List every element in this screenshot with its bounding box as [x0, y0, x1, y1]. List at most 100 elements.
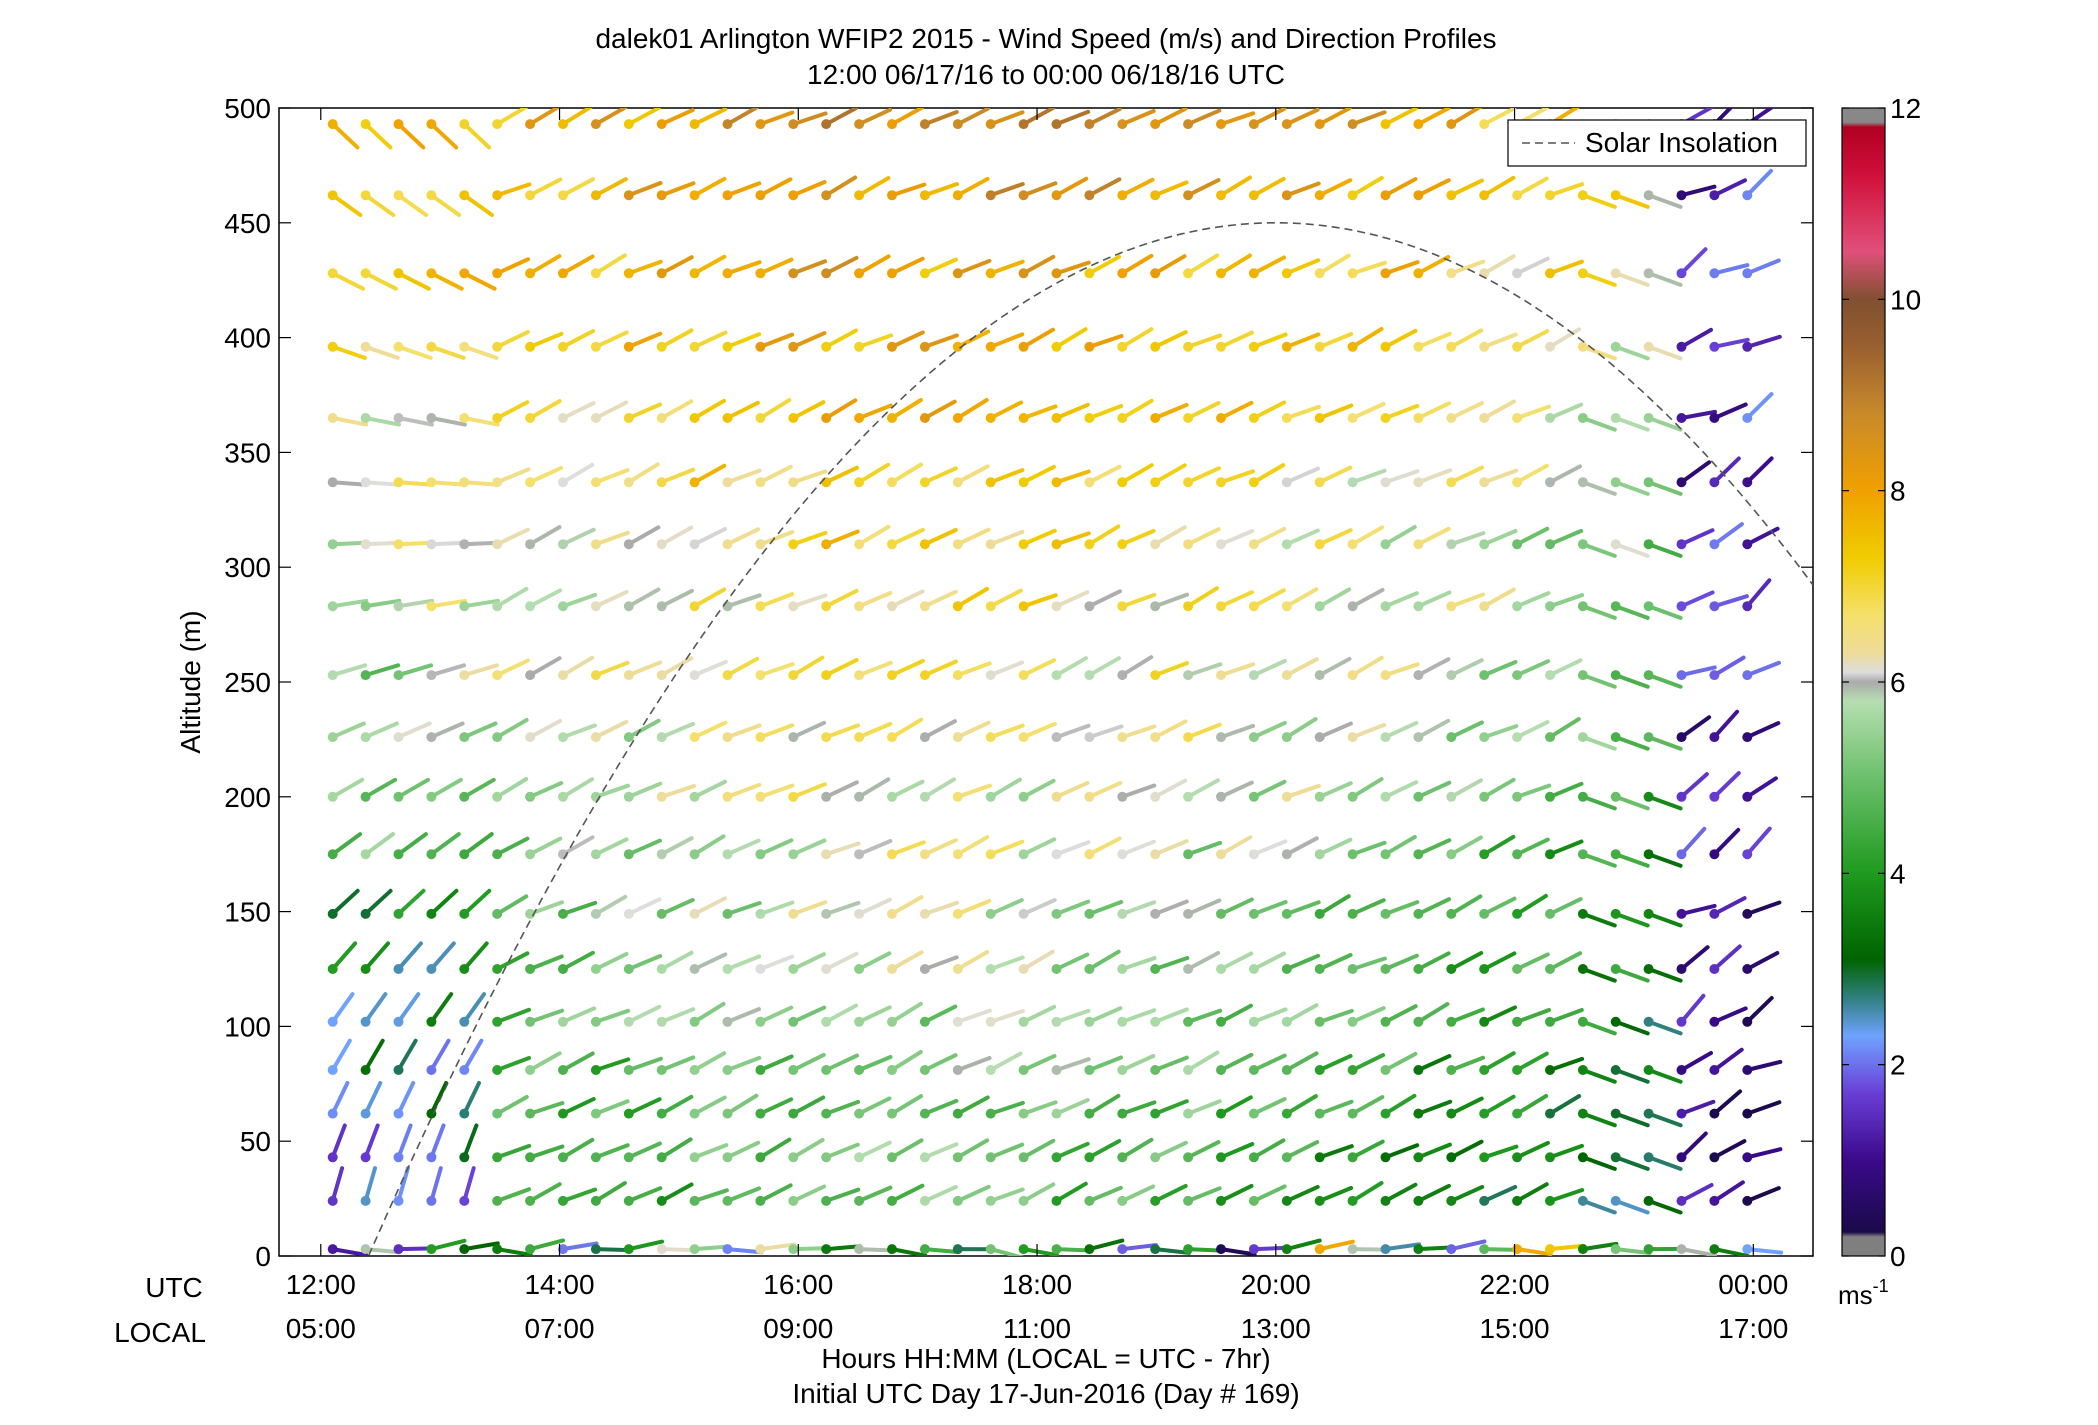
colorbar-tick-label: 0 — [1890, 1241, 1906, 1272]
wind-barb — [791, 111, 828, 127]
wind-barb-dot — [1150, 670, 1161, 681]
wind-barb-dot — [1413, 1152, 1424, 1163]
wind-barb — [1679, 772, 1709, 799]
wind-barb-dot — [854, 670, 865, 681]
wind-barb — [1548, 593, 1585, 609]
wind-barb — [955, 1184, 991, 1203]
wind-barb-dot — [1577, 1195, 1588, 1206]
wind-barb-dot — [854, 601, 865, 612]
wind-barb — [1054, 1181, 1088, 1203]
wind-barb — [593, 530, 630, 547]
wind-barb — [1153, 839, 1189, 857]
wind-barb — [429, 1166, 443, 1203]
wind-barb-dot — [426, 341, 437, 352]
wind-barb-dot — [821, 119, 832, 130]
wind-barb-dot — [492, 964, 503, 974]
wind-barb — [495, 330, 530, 349]
wind-barb — [1482, 108, 1517, 127]
wind-barb — [1383, 469, 1420, 485]
wind-barb-dot — [887, 1016, 897, 1027]
wind-barb-dot — [525, 1108, 536, 1119]
wind-barb — [626, 525, 661, 547]
wind-barb-dot — [1314, 1016, 1325, 1027]
wind-barb — [462, 344, 499, 360]
wind-barb-dot — [1512, 268, 1523, 279]
wind-barb — [396, 721, 432, 740]
wind-barb — [791, 400, 826, 420]
wind-barb — [1712, 456, 1741, 485]
wind-barb — [824, 108, 859, 127]
wind-barb-dot — [1281, 1016, 1292, 1027]
wind-barb — [1416, 178, 1451, 198]
wind-barb — [462, 1038, 484, 1072]
wind-barb-dot — [1281, 341, 1292, 352]
wind-barb-dot — [1479, 601, 1490, 612]
wind-barb-dot — [952, 1244, 963, 1255]
wind-barb-dot — [1479, 732, 1490, 743]
wind-barb-dot — [1413, 190, 1424, 201]
wind-barb-dot — [1446, 477, 1457, 488]
wind-barb-dot — [656, 670, 667, 681]
wind-barb-dot — [525, 791, 536, 802]
wind-barb — [1383, 1051, 1418, 1072]
wind-barb-dot — [327, 849, 338, 860]
wind-barb — [1548, 1188, 1585, 1203]
wind-barb-dot — [1018, 1016, 1029, 1027]
wind-barb — [1383, 780, 1419, 799]
wind-barb-dot — [1610, 268, 1621, 279]
y-tick-label: 350 — [224, 437, 271, 468]
wind-barb-dot — [558, 1016, 568, 1027]
wind-barb-dot — [1248, 908, 1259, 919]
wind-barb — [1317, 953, 1353, 971]
wind-barb — [363, 777, 398, 799]
wind-barb-dot — [1512, 190, 1523, 201]
wind-barb-dot — [1545, 964, 1555, 974]
wind-barb-dot — [1084, 190, 1095, 201]
wind-barb-dot — [492, 1016, 503, 1027]
wind-barb-dot — [1117, 119, 1128, 130]
wind-barb-dot — [1281, 601, 1292, 612]
wind-barb — [462, 992, 487, 1024]
wind-barb — [1449, 108, 1483, 127]
wind-barb — [1120, 1054, 1156, 1072]
wind-barb-dot — [1347, 119, 1358, 130]
wind-barb-dot — [919, 341, 930, 352]
wind-barb-dot — [1577, 964, 1588, 974]
wind-barb — [1482, 175, 1516, 198]
wind-barb — [1153, 956, 1190, 971]
wind-barb — [1251, 526, 1287, 547]
wind-barb — [1745, 721, 1781, 740]
wind-barb-dot — [1216, 1016, 1226, 1027]
wind-barb-dot — [360, 119, 371, 130]
wind-barb — [1186, 586, 1219, 609]
wind-barb — [1087, 1185, 1123, 1203]
wind-barb-dot — [426, 1152, 437, 1163]
wind-barb-dot — [1709, 791, 1720, 802]
wind-barb — [955, 329, 991, 349]
wind-barb-dot — [1347, 732, 1358, 743]
wind-barb-dot — [1018, 119, 1029, 130]
wind-barb-dot — [1610, 413, 1621, 423]
wind-barb-dot — [854, 791, 865, 802]
wind-barb-dot — [1577, 1244, 1588, 1255]
wind-barb — [396, 122, 426, 150]
wind-barb — [1251, 176, 1286, 198]
wind-barb-dot — [821, 849, 832, 860]
wind-barb-dot — [1610, 477, 1621, 488]
wind-barb-dot — [1479, 119, 1490, 130]
wind-barb-dot — [492, 1152, 503, 1163]
wind-barb — [1350, 1181, 1384, 1203]
wind-barb-dot — [1380, 1152, 1391, 1163]
wind-barb — [1416, 1054, 1452, 1072]
wind-barb-dot — [1347, 1016, 1358, 1027]
wind-barb-dot — [327, 119, 338, 130]
wind-barb — [1712, 709, 1740, 740]
wind-barb — [1745, 526, 1780, 547]
wind-barb — [1120, 398, 1154, 420]
wind-barb-dot — [1216, 849, 1226, 860]
wind-barb — [791, 720, 827, 740]
wind-barb-dot — [952, 601, 963, 612]
wind-barb — [1219, 330, 1254, 349]
wind-barb-dot — [887, 964, 897, 974]
